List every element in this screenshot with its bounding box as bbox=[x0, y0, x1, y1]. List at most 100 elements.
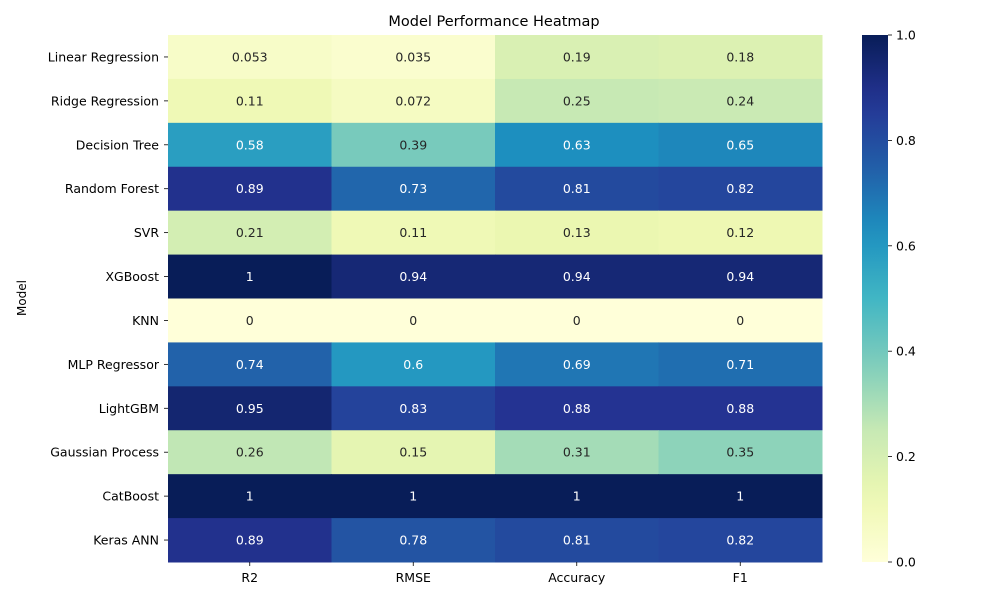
heatmap-cell bbox=[495, 35, 659, 80]
heatmap-cell bbox=[331, 430, 496, 475]
colorbar-tick-label: 0.0 bbox=[896, 555, 916, 570]
heatmap-cell bbox=[331, 122, 496, 168]
y-tick-label: Decision Tree bbox=[76, 137, 160, 152]
heatmap-cell bbox=[168, 122, 332, 168]
cell-value-label: 0.74 bbox=[236, 357, 264, 372]
cell-value-label: 0.78 bbox=[399, 533, 427, 548]
heatmap-cells: 0.053 0.035 0.19 0.18 0.11 0.072 0.25 0.24 0.58 0… bbox=[168, 35, 823, 563]
colorbar-tick-label: 1.0 bbox=[896, 28, 916, 43]
y-tick-label: XGBoost bbox=[105, 269, 159, 284]
cell-value-label: 0.39 bbox=[399, 137, 427, 152]
y-tick-label: LightGBM bbox=[99, 401, 159, 416]
cell-value-label: 1 bbox=[573, 489, 581, 504]
cell-value-label: 0.81 bbox=[563, 181, 591, 196]
heatmap-cell bbox=[168, 518, 332, 563]
cell-value-label: 0.21 bbox=[236, 225, 264, 240]
cell-value-label: 0.26 bbox=[236, 445, 264, 460]
heatmap-cell bbox=[658, 474, 823, 519]
heatmap-cell bbox=[658, 298, 823, 343]
cell-value-label: 0 bbox=[736, 313, 744, 328]
heatmap-cell bbox=[495, 122, 659, 168]
cell-value-label: 0.89 bbox=[236, 181, 264, 196]
cell-value-label: 1 bbox=[409, 489, 417, 504]
x-tick-label: F1 bbox=[733, 570, 748, 585]
heatmap-cell bbox=[495, 166, 659, 212]
cell-value-label: 0.035 bbox=[395, 49, 431, 64]
y-tick-label: Linear Regression bbox=[48, 49, 159, 64]
cell-value-label: 0.71 bbox=[726, 357, 754, 372]
heatmap-cell bbox=[168, 78, 332, 124]
chart-title: Model Performance Heatmap bbox=[388, 14, 599, 30]
y-tick-label: SVR bbox=[134, 225, 159, 240]
heatmap-cell bbox=[495, 78, 659, 124]
cell-value-label: 0.88 bbox=[726, 401, 754, 416]
cell-value-label: 0.18 bbox=[726, 49, 754, 64]
heatmap-cell bbox=[658, 78, 823, 124]
heatmap-cell bbox=[168, 298, 332, 343]
heatmap-cell bbox=[658, 210, 823, 256]
y-tick-label: Keras ANN bbox=[93, 533, 159, 548]
heatmap-cell bbox=[658, 386, 823, 431]
x-tick-label: Accuracy bbox=[548, 570, 606, 585]
cell-value-label: 0.58 bbox=[236, 137, 264, 152]
cell-value-label: 0.19 bbox=[563, 49, 591, 64]
heatmap-cell bbox=[331, 78, 496, 124]
heatmap-cell bbox=[168, 210, 332, 256]
cell-value-label: 0.94 bbox=[399, 269, 427, 284]
cell-value-label: 0.053 bbox=[232, 49, 268, 64]
cell-value-label: 0 bbox=[246, 313, 254, 328]
cell-value-label: 1 bbox=[246, 269, 254, 284]
heatmap-cell bbox=[331, 386, 496, 431]
cell-value-label: 0.95 bbox=[236, 401, 264, 416]
heatmap-cell bbox=[168, 35, 332, 80]
cell-value-label: 0.65 bbox=[726, 137, 754, 152]
heatmap-cell bbox=[658, 35, 823, 80]
heatmap-cell bbox=[495, 298, 659, 343]
colorbar bbox=[862, 35, 888, 562]
cell-value-label: 0.072 bbox=[395, 93, 431, 108]
x-tick-label: RMSE bbox=[396, 570, 431, 585]
heatmap-cell bbox=[331, 35, 496, 80]
heatmap-cell bbox=[331, 474, 496, 519]
heatmap-cell bbox=[168, 430, 332, 475]
heatmap-cell bbox=[331, 518, 496, 563]
y-tick-label: MLP Regressor bbox=[68, 357, 160, 372]
cell-value-label: 0.73 bbox=[399, 181, 427, 196]
heatmap-cell bbox=[495, 430, 659, 475]
cell-value-label: 0.63 bbox=[563, 137, 591, 152]
cell-value-label: 0.12 bbox=[726, 225, 754, 240]
heatmap-cell bbox=[168, 474, 332, 519]
y-tick-label: Random Forest bbox=[65, 181, 159, 196]
cell-value-label: 0.81 bbox=[563, 533, 591, 548]
heatmap-cell bbox=[658, 166, 823, 212]
colorbar-tick-label: 0.6 bbox=[896, 238, 916, 253]
heatmap-cell bbox=[495, 254, 659, 299]
heatmap-cell bbox=[331, 210, 496, 256]
x-axis: R2 RMSE Accuracy F1 bbox=[241, 562, 748, 585]
cell-value-label: 0.88 bbox=[563, 401, 591, 416]
cell-value-label: 0.83 bbox=[399, 401, 427, 416]
heatmap-cell bbox=[331, 166, 496, 212]
cell-value-label: 0.13 bbox=[563, 225, 591, 240]
heatmap-cell bbox=[168, 166, 332, 212]
cell-value-label: 0.69 bbox=[563, 357, 591, 372]
heatmap-cell bbox=[658, 122, 823, 168]
x-tick-label: R2 bbox=[241, 570, 258, 585]
heatmap-cell bbox=[658, 254, 823, 299]
cell-value-label: 0.94 bbox=[726, 269, 754, 284]
cell-value-label: 0.89 bbox=[236, 533, 264, 548]
y-tick-label: CatBoost bbox=[102, 489, 159, 504]
cell-value-label: 0.24 bbox=[726, 93, 754, 108]
cell-value-label: 0 bbox=[573, 313, 581, 328]
heatmap-cell bbox=[658, 342, 823, 387]
y-axis: Linear Regression Ridge Regression Decisio… bbox=[48, 49, 168, 548]
heatmap-cell bbox=[495, 342, 659, 387]
heatmap-cell bbox=[658, 518, 823, 563]
heatmap-cell bbox=[331, 254, 496, 299]
cell-value-label: 0.6 bbox=[403, 357, 423, 372]
colorbar-tick-label: 0.8 bbox=[896, 133, 916, 148]
heatmap-cell bbox=[168, 342, 332, 387]
y-tick-label: KNN bbox=[132, 313, 159, 328]
cell-value-label: 0.25 bbox=[563, 93, 591, 108]
